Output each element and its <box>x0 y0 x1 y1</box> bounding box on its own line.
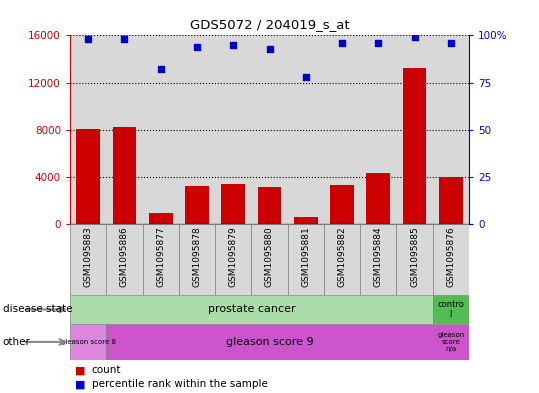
Text: prostate cancer: prostate cancer <box>208 305 295 314</box>
Bar <box>215 224 251 295</box>
Bar <box>179 35 215 224</box>
Bar <box>251 224 288 295</box>
Text: GSM1095884: GSM1095884 <box>374 226 383 287</box>
Bar <box>106 224 143 295</box>
Point <box>338 40 347 46</box>
Bar <box>367 173 390 224</box>
Text: GSM1095882: GSM1095882 <box>337 226 347 287</box>
Text: GSM1095883: GSM1095883 <box>84 226 93 287</box>
Bar <box>360 35 396 224</box>
Text: GSM1095876: GSM1095876 <box>446 226 455 287</box>
Text: GSM1095881: GSM1095881 <box>301 226 310 287</box>
Bar <box>149 213 172 224</box>
Bar <box>185 186 209 224</box>
Bar <box>258 187 281 224</box>
Text: GSM1095877: GSM1095877 <box>156 226 165 287</box>
Text: ■: ■ <box>75 365 86 375</box>
Bar <box>70 224 106 295</box>
Bar <box>106 324 433 360</box>
Bar <box>70 324 106 360</box>
Bar <box>433 224 469 295</box>
Bar <box>360 224 396 295</box>
Point <box>120 36 129 42</box>
Bar <box>403 68 426 224</box>
Bar <box>433 324 469 360</box>
Text: GSM1095879: GSM1095879 <box>229 226 238 287</box>
Bar <box>215 35 251 224</box>
Bar <box>439 177 462 224</box>
Bar <box>396 224 433 295</box>
Point <box>84 36 93 42</box>
Point <box>265 46 274 52</box>
Point <box>301 74 310 80</box>
Bar <box>251 35 288 224</box>
Text: gleason score 9: gleason score 9 <box>226 337 313 347</box>
Bar <box>143 35 179 224</box>
Text: other: other <box>3 337 31 347</box>
Point <box>156 66 165 72</box>
Text: GSM1095885: GSM1095885 <box>410 226 419 287</box>
Bar <box>106 35 143 224</box>
Bar <box>330 185 354 224</box>
Point <box>446 40 455 46</box>
Text: count: count <box>92 365 121 375</box>
Point <box>374 40 383 46</box>
Point <box>192 44 201 50</box>
Bar <box>288 35 324 224</box>
Bar <box>77 129 100 224</box>
Text: GSM1095878: GSM1095878 <box>192 226 202 287</box>
Text: gleason
score
n/a: gleason score n/a <box>437 332 465 352</box>
Bar <box>222 184 245 224</box>
Text: ■: ■ <box>75 379 86 389</box>
Text: disease state: disease state <box>3 305 72 314</box>
Text: GSM1095880: GSM1095880 <box>265 226 274 287</box>
Bar <box>113 127 136 224</box>
Text: GDS5072 / 204019_s_at: GDS5072 / 204019_s_at <box>190 18 349 31</box>
Point <box>410 34 419 40</box>
Bar <box>396 35 433 224</box>
Bar <box>324 35 360 224</box>
Text: GSM1095886: GSM1095886 <box>120 226 129 287</box>
Bar <box>294 217 317 224</box>
Bar <box>70 35 106 224</box>
Bar <box>433 35 469 224</box>
Bar <box>288 224 324 295</box>
Text: gleason score 8: gleason score 8 <box>61 339 116 345</box>
Bar <box>179 224 215 295</box>
Text: percentile rank within the sample: percentile rank within the sample <box>92 379 267 389</box>
Point <box>229 42 238 48</box>
Bar <box>433 295 469 324</box>
Bar <box>143 224 179 295</box>
Text: contro
l: contro l <box>437 300 464 319</box>
Bar <box>324 224 360 295</box>
